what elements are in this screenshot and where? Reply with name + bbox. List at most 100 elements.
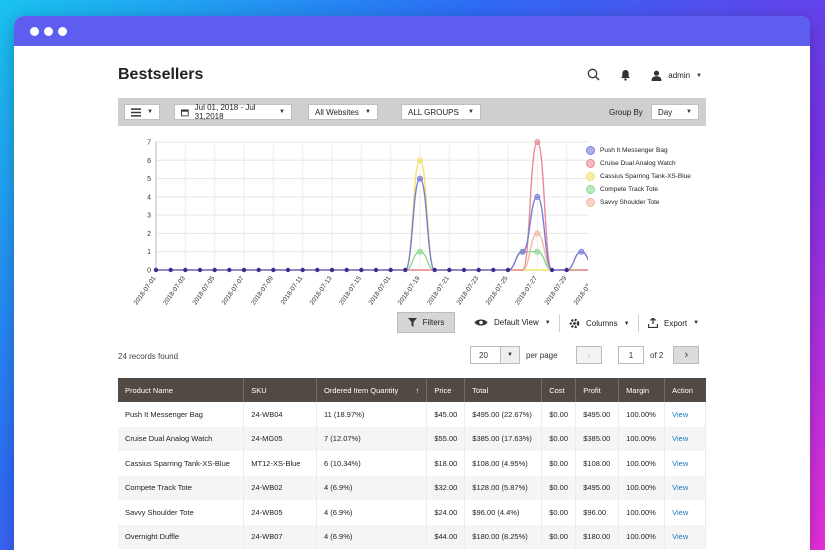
column-header-ordered-qty[interactable]: Ordered Item Quantity ↑ <box>316 378 428 402</box>
data-point <box>505 267 511 273</box>
legend-label: Push It Messenger Bag <box>600 147 668 154</box>
legend-item[interactable]: Savvy Shoulder Tote <box>586 196 691 209</box>
data-point <box>534 248 541 255</box>
x-tick-label: 2018-07-19 <box>397 275 422 307</box>
cell-margin: 100.00% <box>618 500 666 525</box>
sort-arrow-icon: ↑ <box>415 385 420 395</box>
column-header-total[interactable]: Total <box>464 378 543 402</box>
table-header-row: Product Name SKU Ordered Item Quantity ↑… <box>118 378 706 402</box>
data-point <box>359 267 364 273</box>
column-header-sku[interactable]: SKU <box>243 378 318 402</box>
legend-item[interactable]: Push It Messenger Bag <box>586 144 691 157</box>
page-number-input[interactable]: 1 <box>618 346 644 364</box>
x-tick-label: 2018-07-31 <box>573 275 588 307</box>
legend-item[interactable]: Compete Track Tote <box>586 183 691 196</box>
cell-margin: 100.00% <box>618 475 666 500</box>
cell-sku: 24-WB02 <box>243 475 318 500</box>
per-page-value: 20 <box>479 350 488 360</box>
cell-action[interactable]: View <box>664 426 706 451</box>
cell-sku: MT12-XS-Blue <box>243 451 318 476</box>
chevron-right-icon: › <box>684 349 689 361</box>
default-view-dropdown[interactable]: Default View ▼ <box>474 318 551 327</box>
table-row: Cassius Sparring Tank-XS-Blue MT12-XS-Blu… <box>118 451 706 476</box>
legend-item[interactable]: Cassius Sparring Tank-XS-Blue <box>586 170 691 183</box>
cell-cost: $0.00 <box>541 500 577 525</box>
cell-cost: $0.00 <box>541 451 577 476</box>
cell-action[interactable]: View <box>664 475 706 500</box>
x-tick-label: 2018-07-05 <box>191 275 216 307</box>
data-point <box>227 267 232 273</box>
date-range-picker[interactable]: Jul 01, 2018 - Jul 31,2018 ▼ <box>174 103 292 121</box>
cell-action[interactable]: View <box>664 524 706 549</box>
cell-price: $32.00 <box>426 475 466 500</box>
cell-total: $495.00 (22.67%) <box>464 402 543 427</box>
cell-total: $108.00 (4.95%) <box>464 451 543 476</box>
column-header-profit[interactable]: Profit <box>575 378 620 402</box>
search-icon[interactable] <box>587 68 600 83</box>
data-point <box>168 267 173 273</box>
cell-price: $55.00 <box>426 426 466 451</box>
menu-dropdown[interactable]: ▼ <box>124 104 160 120</box>
customer-group-select[interactable]: ALL GROUPS ▼ <box>401 104 481 120</box>
table-row: Compete Track Tote 24-WB02 4 (6.9%) $32.00 $… <box>118 475 706 500</box>
y-tick-label: 7 <box>147 140 151 147</box>
calendar-icon <box>181 109 189 116</box>
legend-item[interactable]: Cruise Dual Analog Watch <box>586 157 691 170</box>
data-point <box>212 267 217 273</box>
chart-legend: Push It Messenger Bag Cruise Dual Analog … <box>586 144 691 209</box>
column-header-cost[interactable]: Cost <box>541 378 577 402</box>
cell-ordered-qty: 11 (18.97%) <box>316 402 428 427</box>
website-select[interactable]: All Websites ▼ <box>308 104 378 120</box>
cell-ordered-qty: 4 (6.9%) <box>316 500 428 525</box>
cell-product-name: Cassius Sparring Tank-XS-Blue <box>118 451 245 476</box>
cell-sku: 24-MG05 <box>243 426 318 451</box>
data-point <box>476 267 481 273</box>
header-actions: admin ▼ <box>587 68 702 83</box>
x-tick-label: 2018-07-11 <box>280 275 305 306</box>
column-header-margin[interactable]: Margin <box>618 378 666 402</box>
legend-label: Cruise Dual Analog Watch <box>600 160 676 167</box>
data-point <box>329 267 335 273</box>
cell-action[interactable]: View <box>664 500 706 525</box>
cell-action[interactable]: View <box>664 451 706 476</box>
gear-icon <box>569 318 580 329</box>
chevron-down-icon: ▼ <box>147 109 153 115</box>
filters-button[interactable]: Filters <box>397 312 455 333</box>
page-total: of 2 <box>650 350 664 360</box>
table-body: Push It Messenger Bag 24-WB04 11 (18.97%) $… <box>118 402 706 549</box>
cell-product-name: Cruise Dual Analog Watch <box>118 426 245 451</box>
prev-page-button[interactable]: ‹ <box>576 346 602 364</box>
cell-total: $180.00 (8.25%) <box>464 524 543 549</box>
cell-ordered-qty: 6 (10.34%) <box>316 451 428 476</box>
cell-product-name: Push It Messenger Bag <box>118 402 245 427</box>
data-point <box>241 267 247 273</box>
x-tick-label: 2018-07-25 <box>485 275 510 307</box>
chevron-down-icon: ▼ <box>693 320 700 326</box>
bell-icon[interactable] <box>620 69 631 83</box>
legend-label: Savvy Shoulder Tote <box>600 199 660 206</box>
user-menu[interactable]: admin ▼ <box>651 70 702 81</box>
cell-product-name: Compete Track Tote <box>118 475 245 500</box>
data-point <box>153 267 159 273</box>
chevron-left-icon: ‹ <box>587 350 591 360</box>
column-header-product-name[interactable]: Product Name <box>118 378 245 402</box>
columns-dropdown[interactable]: Columns ▼ <box>569 318 630 329</box>
group-by-select[interactable]: Day ▼ <box>651 104 699 120</box>
cell-action[interactable]: View <box>664 402 706 427</box>
per-page-select[interactable]: 20 ▼ <box>470 346 520 364</box>
y-tick-label: 1 <box>147 249 151 256</box>
export-label: Export <box>664 318 688 328</box>
export-dropdown[interactable]: Export ▼ <box>648 318 699 328</box>
cell-ordered-qty: 4 (6.9%) <box>316 475 428 500</box>
column-header-price[interactable]: Price <box>426 378 466 402</box>
data-point <box>416 175 423 182</box>
data-point <box>491 267 496 273</box>
cell-cost: $0.00 <box>541 475 577 500</box>
x-tick-label: 2018-07-07 <box>221 275 246 307</box>
filter-bar: ▼ Jul 01, 2018 - Jul 31,2018 ▼ All Websi… <box>118 98 706 126</box>
cell-cost: $0.00 <box>541 402 577 427</box>
next-page-button[interactable]: › <box>673 346 700 364</box>
legend-swatch <box>586 185 595 194</box>
data-point <box>549 267 555 273</box>
